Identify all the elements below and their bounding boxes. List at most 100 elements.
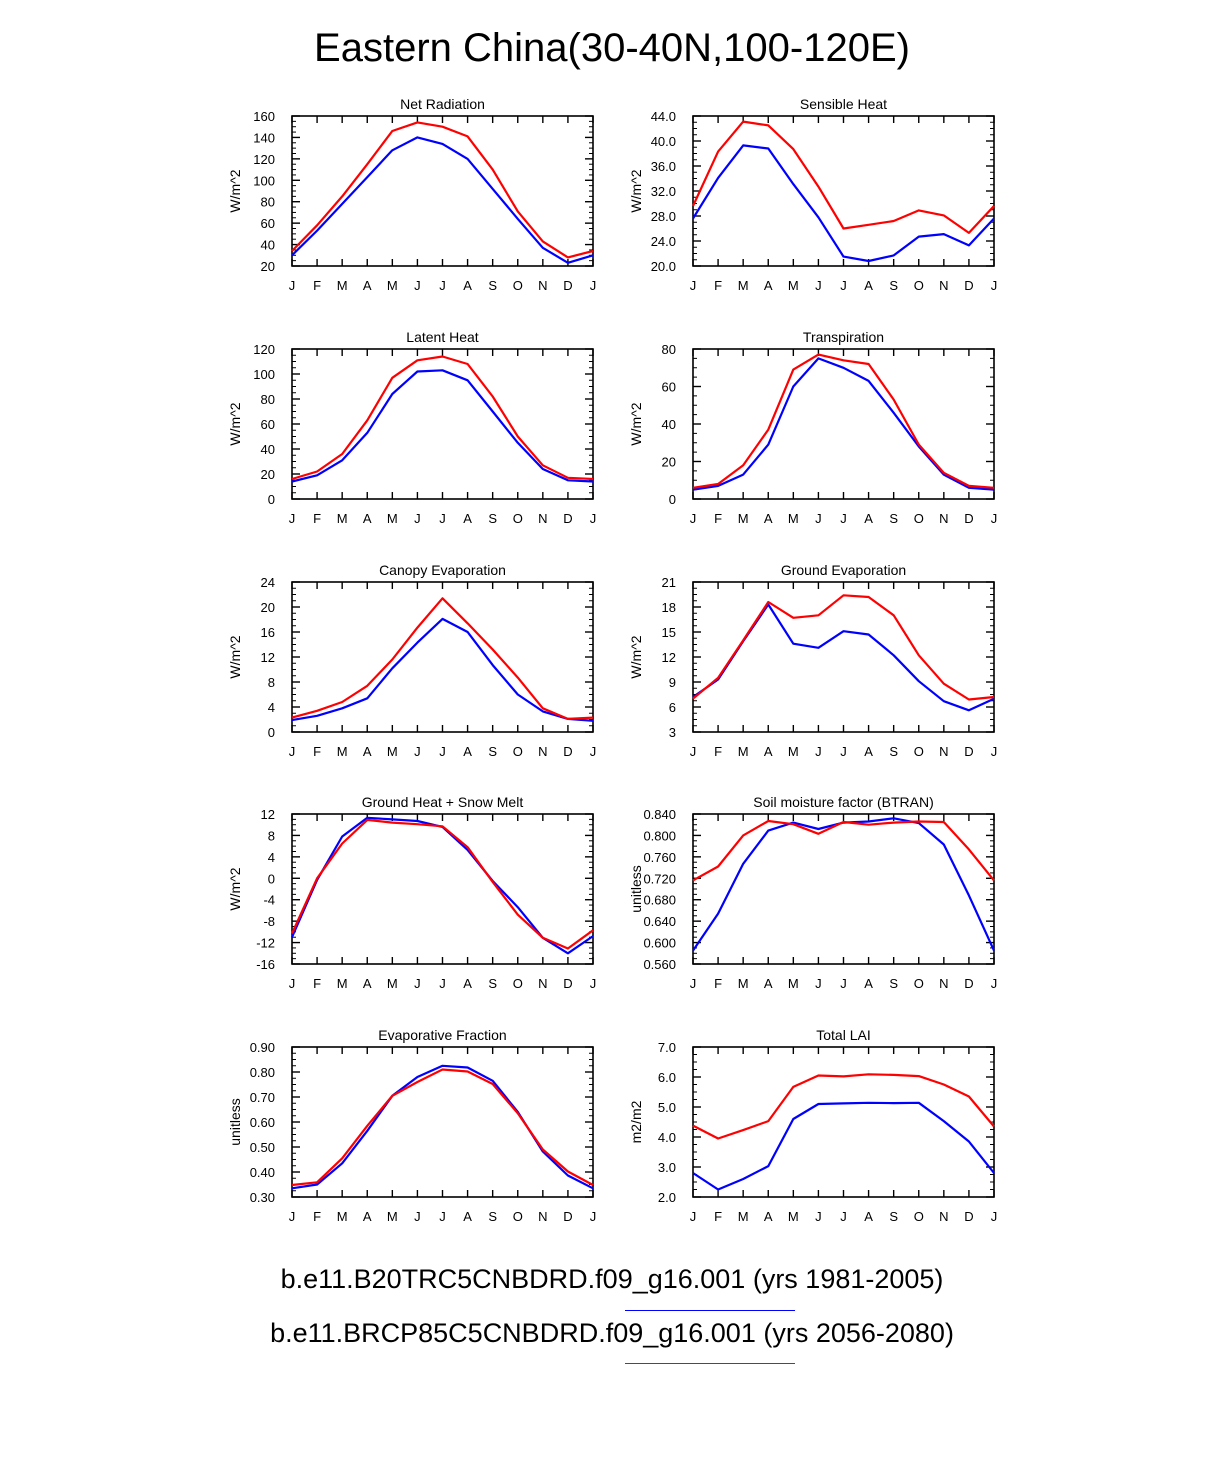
x-tick-label: J [840, 1209, 847, 1224]
y-axis-label: W/m^2 [227, 402, 243, 445]
series-line-2056-2080 [692, 120, 995, 234]
y-tick-label: 0.680 [643, 893, 676, 908]
x-tick-label: F [313, 744, 321, 759]
x-tick-label: S [889, 744, 898, 759]
y-tick-label: 6.0 [658, 1070, 676, 1085]
y-axis-label: m2/m2 [628, 1100, 644, 1143]
x-tick-label: A [463, 1209, 472, 1224]
series-line-1981-2005 [692, 357, 995, 491]
series-line-2056-2080 [291, 597, 594, 721]
x-tick-label: J [414, 744, 421, 759]
y-tick-label: 40.0 [651, 134, 676, 149]
y-tick-label: 0.760 [643, 850, 676, 865]
x-tick-label: N [939, 278, 948, 293]
y-tick-label: 120 [253, 342, 275, 357]
series-line-1981-2005 [692, 817, 996, 952]
x-tick-label: J [690, 976, 697, 991]
y-tick-label: 100 [253, 173, 275, 188]
panel-title: Evaporative Fraction [378, 1027, 506, 1043]
x-tick-label: A [864, 1209, 873, 1224]
y-tick-label: 12 [261, 650, 275, 665]
x-tick-label: D [563, 278, 572, 293]
y-tick-label: 0.800 [643, 828, 676, 843]
x-tick-label: J [439, 278, 446, 293]
legend-entry-2-label: b.e11.BRCP85C5CNBDRD.f09_g16.001 (yrs 20… [270, 1318, 954, 1348]
x-tick-label: N [939, 1209, 948, 1224]
x-tick-label: A [363, 278, 372, 293]
x-tick-label: A [764, 278, 773, 293]
y-tick-label: 15 [662, 625, 676, 640]
x-tick-label: J [289, 976, 296, 991]
y-tick-label: 2.0 [658, 1190, 676, 1205]
x-tick-label: J [815, 278, 822, 293]
chart-panel-8: J F M A M J J A S O N D J0.5600.6000.6400.6800.7200.… [628, 794, 997, 991]
panel-title: Latent Heat [406, 329, 478, 345]
x-tick-label: N [939, 976, 948, 991]
x-tick-label: J [991, 278, 998, 293]
x-tick-label: M [387, 976, 398, 991]
y-tick-label: 0.600 [643, 936, 676, 951]
x-tick-label: A [864, 278, 873, 293]
x-tick-label: M [387, 744, 398, 759]
x-tick-label: O [513, 511, 523, 526]
x-tick-label: J [690, 744, 697, 759]
y-tick-label: 100 [253, 367, 275, 382]
x-tick-label: M [738, 511, 749, 526]
y-tick-label: 120 [253, 152, 275, 167]
series-line-2056-2080 [291, 121, 594, 259]
y-tick-label: -4 [263, 893, 275, 908]
chart-panel-9: J F M A M J J A S O N D J0.300.400.500.600.700.800.9… [227, 1027, 596, 1224]
x-tick-label: A [864, 976, 873, 991]
x-tick-label: F [313, 976, 321, 991]
x-tick-label: A [463, 511, 472, 526]
x-tick-label: J [815, 976, 822, 991]
y-tick-label: 7.0 [658, 1040, 676, 1055]
x-tick-label: D [964, 1209, 973, 1224]
y-tick-label: 160 [253, 109, 275, 124]
y-tick-label: 0.30 [250, 1190, 275, 1205]
x-tick-label: M [337, 976, 348, 991]
x-tick-label: O [513, 1209, 523, 1224]
x-tick-label: D [964, 744, 973, 759]
x-tick-label: O [914, 744, 924, 759]
x-tick-label: F [714, 1209, 722, 1224]
y-axis-label: W/m^2 [227, 169, 243, 212]
x-tick-label: A [363, 511, 372, 526]
series-line-1981-2005 [692, 1101, 995, 1191]
plot-frame [692, 581, 995, 733]
y-tick-label: 4 [268, 850, 275, 865]
series-line-2056-2080 [692, 1073, 995, 1140]
series-line-1981-2005 [291, 1064, 594, 1190]
x-tick-label: S [889, 511, 898, 526]
x-tick-label: F [714, 511, 722, 526]
series-line-1981-2005 [291, 617, 594, 722]
plot-frame [692, 115, 995, 267]
y-tick-label: 0.640 [643, 914, 676, 929]
x-tick-label: N [538, 278, 547, 293]
y-tick-label: 4.0 [658, 1130, 676, 1145]
y-tick-label: 16 [261, 625, 275, 640]
x-tick-label: S [889, 278, 898, 293]
chart-panel-2: J F M A M J J A S O N D J20.024.028.032.036.040.044.… [628, 96, 997, 293]
x-tick-label: M [788, 278, 799, 293]
y-tick-label: 20 [261, 600, 275, 615]
x-tick-label: A [463, 278, 472, 293]
x-tick-label: F [714, 976, 722, 991]
x-tick-label: J [414, 1209, 421, 1224]
y-tick-label: -12 [256, 936, 275, 951]
series-line-2056-2080 [291, 355, 594, 481]
y-tick-label: 40 [662, 417, 676, 432]
x-tick-label: N [939, 511, 948, 526]
y-tick-label: 0 [669, 492, 676, 507]
x-tick-label: D [563, 976, 572, 991]
x-tick-label: A [764, 976, 773, 991]
y-tick-label: 60 [261, 417, 275, 432]
x-tick-label: J [590, 744, 597, 759]
x-tick-label: D [964, 278, 973, 293]
y-tick-label: 8 [268, 828, 275, 843]
x-tick-label: J [414, 976, 421, 991]
y-tick-label: 0.840 [643, 807, 676, 822]
